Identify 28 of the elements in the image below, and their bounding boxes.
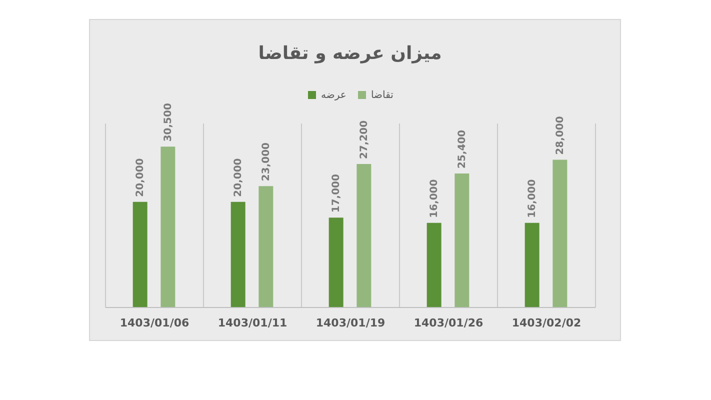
legend-label: تقاضا [371, 90, 394, 101]
data-label: 16,000 [429, 179, 440, 218]
x-tick-label: 1403/02/02 [512, 316, 582, 330]
bar [230, 202, 246, 307]
data-label: 20,000 [233, 158, 244, 197]
bar [132, 202, 148, 307]
data-label: 23,000 [260, 142, 272, 182]
legend-label: عرضه [321, 90, 346, 101]
x-tick-label: 1403/01/19 [316, 316, 386, 330]
bar [258, 186, 274, 307]
bar [160, 146, 176, 307]
bar [454, 173, 470, 307]
bar [426, 222, 442, 307]
data-label: 27,200 [358, 120, 370, 160]
data-label: 28,000 [554, 116, 566, 155]
chart-title: میزان عرضه و تقاضا [258, 43, 442, 64]
data-label: 25,400 [456, 130, 468, 168]
bar [328, 218, 344, 307]
x-tick-label: 1403/01/06 [120, 316, 190, 330]
data-label: 16,000 [527, 179, 538, 218]
data-label: 20,000 [135, 158, 146, 197]
x-tick-label: 1403/01/26 [414, 316, 484, 330]
x-tick-label: 1403/01/11 [218, 316, 288, 330]
bar [552, 160, 568, 307]
bar [524, 222, 540, 307]
data-label: 17,000 [331, 174, 342, 213]
bar [356, 164, 372, 307]
data-label: 30,500 [162, 103, 174, 142]
